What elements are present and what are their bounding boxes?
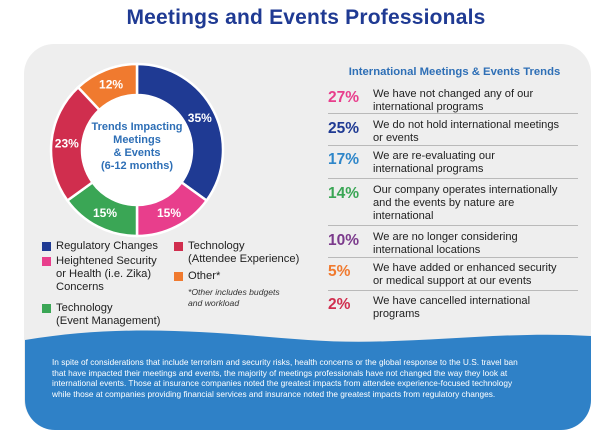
- summary-line-3: international events. Those at insurance…: [52, 378, 513, 389]
- legend-label-heightened-3: Concerns: [56, 281, 104, 293]
- legend-note-2: and workload: [188, 298, 240, 308]
- trend-separator: [328, 178, 578, 179]
- summary-line-2: that have impacted their meetings and ev…: [52, 367, 508, 378]
- donut-chart: 35% 15% 15% 23% 12% Trends ImpactingMeetings&…: [49, 62, 225, 238]
- trend-text-line: We have not changed any of our: [373, 88, 534, 100]
- legend-swatch-event-management: [42, 304, 51, 313]
- trend-text-line: Our company operates internationally: [373, 184, 558, 196]
- banner-wave: [25, 330, 591, 356]
- summary-line-1: In spite of considerations that include …: [52, 357, 518, 367]
- donut-slice-label: 35%: [188, 111, 212, 125]
- banner-wave-shape: [25, 330, 591, 356]
- legend-label-other: Other*: [188, 270, 221, 282]
- trend-text-line: international locations: [373, 244, 481, 256]
- trend-text-line: or events: [373, 132, 419, 144]
- trend-text-line: We are re-evaluating our: [373, 150, 495, 162]
- legend-label-attendee-1: Technology: [188, 240, 245, 252]
- legend-swatch-other: [174, 272, 183, 281]
- summary-banner: [25, 342, 591, 430]
- trend-text-line: programs: [373, 308, 420, 320]
- trend-text-line: We are no longer considering: [373, 231, 518, 243]
- donut-slice: [135, 62, 225, 203]
- trends-title: International Meetings & Events Trends: [348, 66, 561, 78]
- trend-text-line: international: [373, 210, 434, 222]
- legend-note-1: *Other includes budgets: [188, 287, 280, 297]
- trend-text-line: and the events by nature are: [373, 197, 515, 209]
- trend-percent: 27%: [328, 89, 360, 106]
- legend-label-heightened-2: or Health (i.e. Zika): [56, 268, 152, 280]
- legend-swatch-attendee: [174, 242, 183, 251]
- donut-center-label: & Events: [113, 147, 160, 159]
- legend-label-event-1: Technology: [56, 302, 113, 314]
- legend-label-regulatory: Regulatory Changes: [56, 240, 158, 252]
- trend-text-line: international programs: [373, 101, 484, 113]
- donut-slice: [76, 62, 139, 112]
- legend-swatch-heightened: [42, 257, 51, 266]
- trend-text: We have added or enhanced security or med…: [373, 262, 578, 288]
- trend-separator: [328, 225, 578, 226]
- donut-center-label: Trends Impacting: [91, 121, 182, 133]
- chart-legend: Regulatory Changes Heightened Security o…: [42, 240, 312, 340]
- trend-text-line: We do not hold international meetings: [373, 119, 560, 131]
- donut-center: [83, 96, 191, 204]
- donut-slice-label: 23%: [55, 136, 79, 150]
- trend-percent: 2%: [328, 296, 351, 313]
- trend-separator: [328, 145, 578, 146]
- trend-percent: 25%: [328, 120, 360, 137]
- trend-text: We have cancelled international programs: [373, 295, 578, 321]
- trend-percent: 14%: [328, 185, 360, 202]
- trend-text: We do not hold international meetings or …: [373, 119, 578, 145]
- summary-text: In spite of considerations that include …: [52, 357, 564, 399]
- trend-text-line: international programs: [373, 163, 484, 175]
- legend-label-attendee-2: (Attendee Experience): [188, 253, 300, 265]
- legend-footnote: *Other includes budgets and workload: [188, 287, 280, 309]
- trend-percent: 10%: [328, 232, 360, 249]
- trend-percent: 17%: [328, 151, 360, 168]
- legend-label-heightened-1: Heightened Security: [56, 255, 157, 267]
- trend-text: We are no longer considering internationa…: [373, 231, 578, 257]
- summary-line-4: while those at companies providing finan…: [52, 388, 496, 399]
- trend-text: We are re-evaluating our international pr…: [373, 150, 578, 176]
- trend-text: Our company operates internationally and …: [373, 184, 578, 223]
- trend-text-line: We have cancelled international: [373, 295, 531, 307]
- donut-slice-label: 15%: [157, 206, 181, 220]
- donut-center-label: Meetings: [113, 134, 161, 146]
- trend-text-line: We have added or enhanced security: [373, 262, 557, 274]
- donut-slice-label: 12%: [99, 77, 123, 91]
- donut-slice-label: 15%: [93, 206, 117, 220]
- trend-separator: [328, 257, 578, 258]
- trend-percent: 5%: [328, 263, 351, 280]
- donut-center-label: (6-12 months): [101, 160, 173, 172]
- trend-text-line: or medical support at our events: [373, 275, 532, 287]
- trend-text: We have not changed any of our internatio…: [373, 88, 578, 114]
- legend-swatch-regulatory: [42, 242, 51, 251]
- page-title: Meetings and Events Professionals: [126, 6, 486, 29]
- legend-label-event-2: (Event Management): [56, 315, 161, 327]
- trend-separator: [328, 113, 578, 114]
- trend-separator: [328, 290, 578, 291]
